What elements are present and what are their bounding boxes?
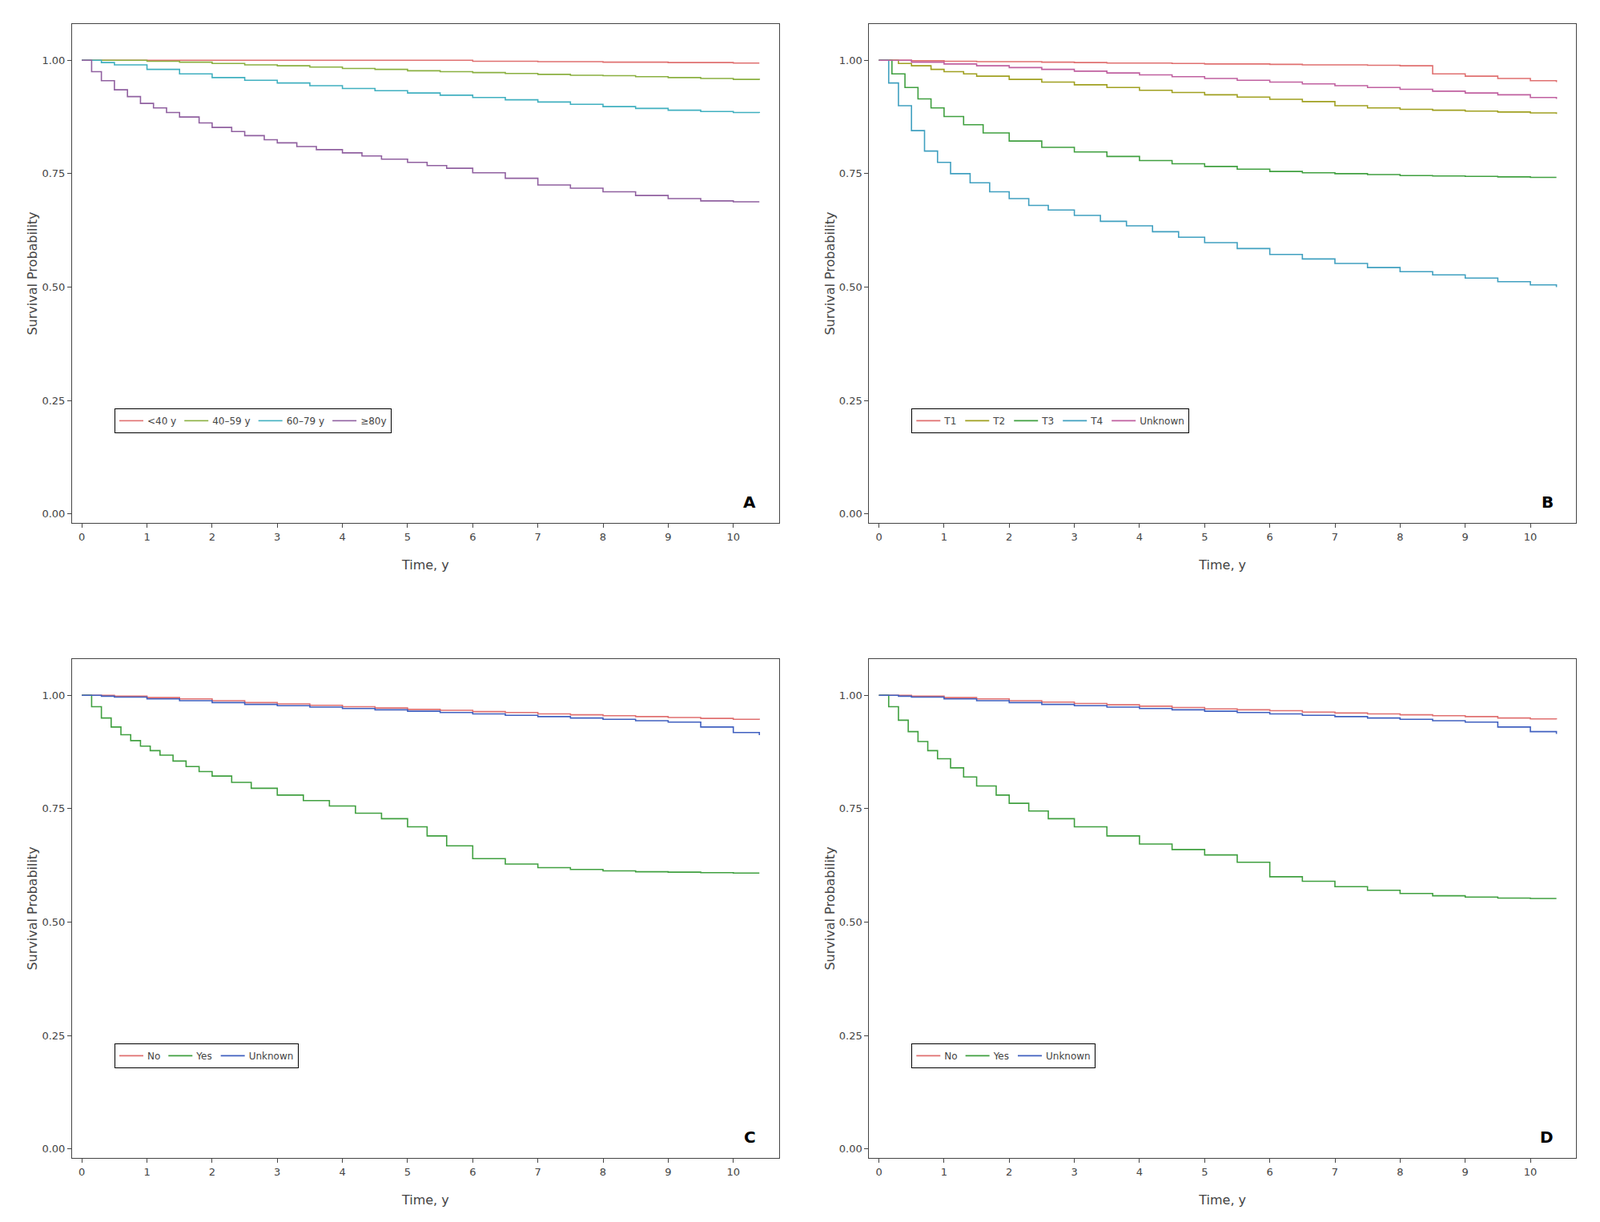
svg-text:0.25: 0.25 bbox=[41, 1029, 65, 1042]
svg-text:8: 8 bbox=[1396, 1165, 1404, 1178]
svg-text:T4: T4 bbox=[1089, 415, 1103, 427]
svg-text:0.00: 0.00 bbox=[839, 1142, 863, 1155]
svg-text:0.25: 0.25 bbox=[41, 394, 65, 407]
svg-text:60–79 y: 60–79 y bbox=[286, 415, 325, 427]
svg-text:3: 3 bbox=[273, 1165, 281, 1178]
svg-text:5: 5 bbox=[1201, 1165, 1208, 1178]
svg-text:0: 0 bbox=[78, 530, 85, 543]
svg-text:10: 10 bbox=[1523, 1165, 1538, 1178]
svg-text:0.50: 0.50 bbox=[839, 916, 863, 929]
svg-text:1: 1 bbox=[143, 1165, 150, 1178]
svg-text:9: 9 bbox=[664, 530, 672, 543]
svg-text:1.00: 1.00 bbox=[41, 689, 65, 702]
svg-text:0: 0 bbox=[875, 530, 882, 543]
svg-text:10: 10 bbox=[726, 530, 740, 543]
svg-text:40–59 y: 40–59 y bbox=[212, 415, 250, 427]
svg-text:<40 y: <40 y bbox=[147, 415, 177, 427]
svg-text:1: 1 bbox=[143, 530, 150, 543]
svg-text:C: C bbox=[743, 1127, 756, 1147]
svg-text:4: 4 bbox=[338, 530, 346, 543]
svg-text:0: 0 bbox=[78, 1165, 85, 1178]
svg-text:0.50: 0.50 bbox=[839, 281, 863, 294]
svg-text:A: A bbox=[743, 492, 756, 512]
svg-text:≥80y: ≥80y bbox=[360, 415, 386, 427]
svg-text:2: 2 bbox=[209, 1165, 216, 1178]
svg-text:Survival Probability: Survival Probability bbox=[822, 211, 838, 335]
svg-text:Yes: Yes bbox=[195, 1050, 212, 1062]
svg-text:6: 6 bbox=[1266, 1165, 1274, 1178]
svg-text:Yes: Yes bbox=[992, 1050, 1010, 1062]
svg-text:0.25: 0.25 bbox=[839, 1029, 863, 1042]
svg-text:D: D bbox=[1539, 1127, 1554, 1147]
svg-text:0.75: 0.75 bbox=[41, 802, 65, 815]
svg-text:7: 7 bbox=[1331, 530, 1339, 543]
svg-text:0.50: 0.50 bbox=[41, 916, 65, 929]
svg-text:1: 1 bbox=[940, 530, 948, 543]
svg-text:2: 2 bbox=[1005, 530, 1013, 543]
svg-text:4: 4 bbox=[1136, 530, 1143, 543]
svg-text:Unknown: Unknown bbox=[1045, 1050, 1091, 1062]
svg-text:1.00: 1.00 bbox=[41, 54, 65, 67]
svg-text:5: 5 bbox=[404, 1165, 411, 1178]
svg-text:6: 6 bbox=[1266, 530, 1274, 543]
svg-text:10: 10 bbox=[1523, 530, 1538, 543]
svg-text:7: 7 bbox=[1331, 1165, 1339, 1178]
svg-text:3: 3 bbox=[273, 530, 281, 543]
svg-text:3: 3 bbox=[1070, 1165, 1078, 1178]
svg-text:0.75: 0.75 bbox=[839, 167, 863, 180]
svg-text:5: 5 bbox=[404, 530, 411, 543]
svg-text:T2: T2 bbox=[992, 415, 1006, 427]
svg-text:0: 0 bbox=[875, 1165, 882, 1178]
svg-text:0.00: 0.00 bbox=[41, 507, 65, 520]
svg-text:T3: T3 bbox=[1041, 415, 1054, 427]
svg-text:8: 8 bbox=[599, 1165, 607, 1178]
svg-text:Time, y: Time, y bbox=[401, 1192, 450, 1208]
svg-text:T1: T1 bbox=[943, 415, 957, 427]
svg-text:Survival Probability: Survival Probability bbox=[24, 846, 41, 970]
svg-text:Survival Probability: Survival Probability bbox=[24, 211, 41, 335]
svg-text:4: 4 bbox=[1136, 1165, 1143, 1178]
svg-text:0.75: 0.75 bbox=[41, 167, 65, 180]
svg-text:9: 9 bbox=[1462, 1165, 1469, 1178]
svg-text:Survival Probability: Survival Probability bbox=[822, 846, 838, 970]
svg-text:3: 3 bbox=[1070, 530, 1078, 543]
svg-text:No: No bbox=[944, 1050, 957, 1062]
svg-text:Time, y: Time, y bbox=[1197, 1192, 1247, 1208]
svg-text:1.00: 1.00 bbox=[839, 54, 863, 67]
svg-text:7: 7 bbox=[534, 1165, 542, 1178]
svg-text:Unknown: Unknown bbox=[1139, 415, 1185, 427]
svg-text:5: 5 bbox=[1201, 530, 1208, 543]
svg-text:8: 8 bbox=[599, 530, 607, 543]
svg-text:6: 6 bbox=[469, 1165, 476, 1178]
svg-text:9: 9 bbox=[1462, 530, 1469, 543]
svg-text:Time, y: Time, y bbox=[1197, 557, 1247, 573]
svg-text:0.50: 0.50 bbox=[41, 281, 65, 294]
svg-text:4: 4 bbox=[338, 1165, 346, 1178]
svg-text:No: No bbox=[147, 1050, 161, 1062]
svg-text:0.75: 0.75 bbox=[839, 802, 863, 815]
svg-text:B: B bbox=[1541, 492, 1554, 512]
svg-text:6: 6 bbox=[469, 530, 476, 543]
svg-text:1.00: 1.00 bbox=[839, 689, 863, 702]
svg-text:7: 7 bbox=[534, 530, 542, 543]
svg-text:1: 1 bbox=[940, 1165, 948, 1178]
svg-text:2: 2 bbox=[209, 530, 216, 543]
svg-text:8: 8 bbox=[1396, 530, 1404, 543]
svg-text:0.25: 0.25 bbox=[839, 394, 863, 407]
svg-text:Unknown: Unknown bbox=[249, 1050, 294, 1062]
svg-text:0.00: 0.00 bbox=[839, 507, 863, 520]
svg-text:9: 9 bbox=[664, 1165, 672, 1178]
svg-text:Time, y: Time, y bbox=[401, 557, 450, 573]
svg-text:0.00: 0.00 bbox=[41, 1142, 65, 1155]
svg-text:10: 10 bbox=[726, 1165, 740, 1178]
svg-text:2: 2 bbox=[1005, 1165, 1013, 1178]
